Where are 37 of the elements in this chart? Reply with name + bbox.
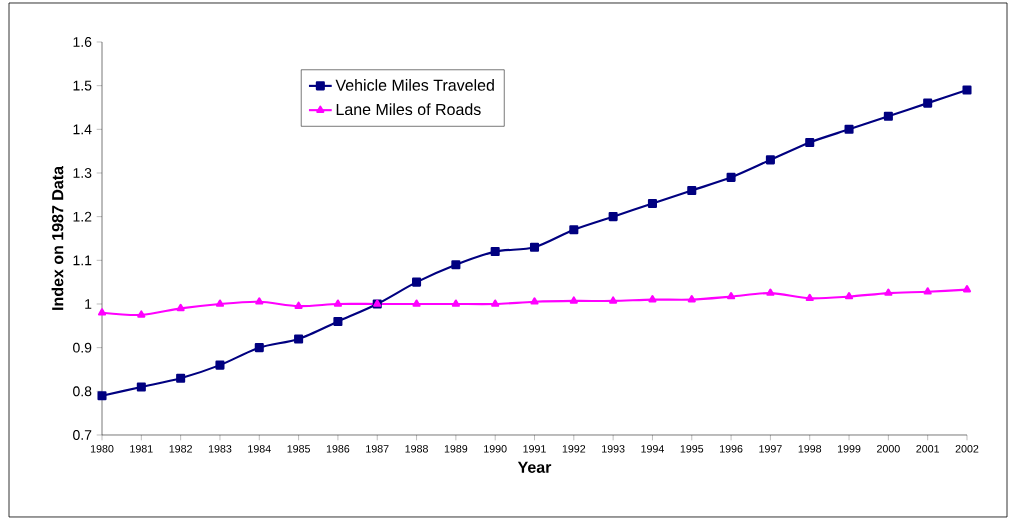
x-tick-label: 2002	[955, 445, 979, 453]
x-tick-label: 1980	[90, 445, 114, 453]
x-tick-label: 2001	[916, 445, 940, 453]
legend-label: Vehicle Miles Traveled	[335, 79, 494, 91]
x-tick-label: 1990	[484, 445, 507, 453]
x-axis-title: Year	[517, 461, 552, 473]
x-tick-label: 1997	[759, 445, 782, 453]
x-tick-label: 1982	[169, 445, 192, 453]
x-tick-label: 1983	[208, 445, 232, 453]
y-tick-label: 1.2	[73, 211, 92, 222]
y-axis-title: Index on 1987 Data	[51, 165, 64, 310]
y-tick-label: 1	[85, 299, 92, 309]
x-tick-label: 1994	[641, 445, 665, 453]
x-tick-label: 1981	[130, 445, 153, 453]
x-tick-label: 1991	[523, 445, 546, 453]
x-tick-label: 1984	[248, 445, 271, 453]
legend-label: Lane Miles of Roads	[336, 103, 481, 116]
x-tick-label: 1999	[838, 445, 861, 453]
y-tick-label: 0.7	[73, 430, 92, 440]
x-tick-label: 1992	[562, 445, 586, 453]
x-tick-label: 1987	[366, 445, 389, 453]
y-tick-label: 1.5	[73, 80, 92, 91]
x-tick-label: 1995	[680, 445, 704, 453]
x-tick-label: 1993	[602, 445, 625, 453]
x-tick-label: 1998	[798, 445, 822, 453]
x-tick-label: 1989	[444, 445, 468, 453]
y-tick-label: 1.3	[73, 168, 92, 178]
x-tick-label: 1996	[720, 445, 743, 453]
y-tick-label: 0.8	[73, 386, 92, 397]
y-tick-label: 0.9	[73, 342, 92, 353]
x-tick-label: 1986	[326, 445, 350, 453]
y-tick-label: 1.4	[73, 124, 92, 135]
y-tick-label: 1.1	[73, 255, 92, 266]
x-tick-label: 1985	[287, 445, 310, 453]
x-tick-label: 2000	[877, 445, 900, 453]
y-tick-label: 1.6	[73, 37, 92, 47]
x-tick-label: 1988	[405, 445, 428, 453]
